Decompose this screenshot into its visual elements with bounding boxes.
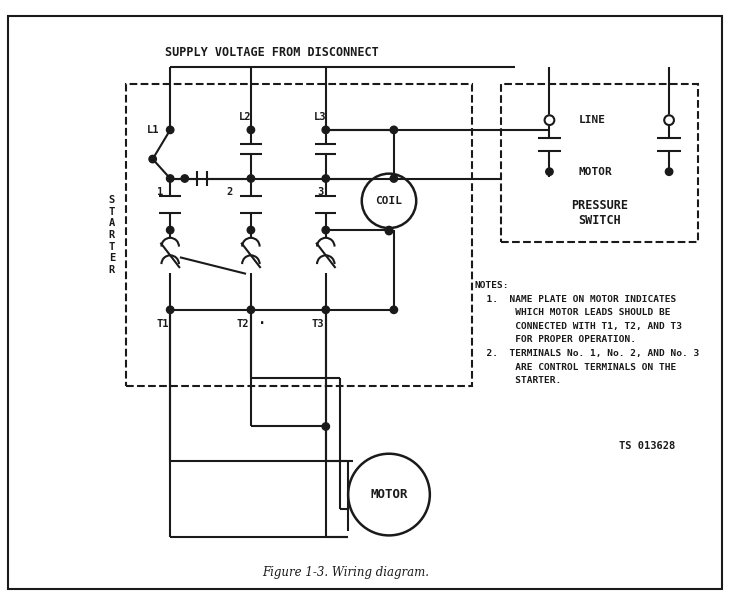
Circle shape	[390, 306, 398, 313]
Text: COIL: COIL	[376, 196, 403, 206]
Text: L2: L2	[238, 113, 251, 122]
Text: T3: T3	[312, 319, 324, 329]
Circle shape	[664, 116, 674, 125]
Circle shape	[362, 174, 416, 228]
Circle shape	[390, 126, 398, 134]
Text: L3: L3	[314, 113, 326, 122]
Circle shape	[166, 175, 174, 182]
Text: PRESSURE
SWITCH: PRESSURE SWITCH	[571, 198, 628, 226]
Text: ARE CONTROL TERMINALS ON THE: ARE CONTROL TERMINALS ON THE	[475, 362, 676, 371]
Circle shape	[544, 116, 554, 125]
Circle shape	[166, 126, 174, 134]
Circle shape	[322, 226, 329, 234]
Circle shape	[386, 226, 393, 234]
Text: FOR PROPER OPERATION.: FOR PROPER OPERATION.	[475, 335, 635, 344]
Bar	[127, 84, 472, 385]
Circle shape	[166, 306, 174, 313]
Text: CONNECTED WITH T1, T2, AND T3: CONNECTED WITH T1, T2, AND T3	[475, 322, 682, 331]
Circle shape	[248, 306, 254, 313]
Circle shape	[149, 155, 157, 163]
Text: MOTOR: MOTOR	[579, 167, 613, 177]
Circle shape	[166, 226, 174, 234]
Circle shape	[322, 126, 329, 134]
Text: Figure 1-3. Wiring diagram.: Figure 1-3. Wiring diagram.	[262, 566, 429, 579]
Text: 2.  TERMINALS No. 1, No. 2, AND No. 3: 2. TERMINALS No. 1, No. 2, AND No. 3	[475, 349, 699, 358]
Text: MOTOR: MOTOR	[370, 488, 408, 501]
Text: 1.  NAME PLATE ON MOTOR INDICATES: 1. NAME PLATE ON MOTOR INDICATES	[475, 295, 676, 304]
Text: 2: 2	[226, 187, 232, 197]
Circle shape	[322, 423, 329, 430]
Text: LINE: LINE	[579, 115, 606, 125]
Text: WHICH MOTOR LEADS SHOULD BE: WHICH MOTOR LEADS SHOULD BE	[475, 308, 670, 317]
Text: 3: 3	[316, 187, 323, 197]
Circle shape	[546, 168, 554, 175]
Text: .: .	[259, 313, 267, 327]
Circle shape	[665, 168, 673, 175]
Circle shape	[348, 454, 430, 535]
Text: L1: L1	[146, 125, 159, 135]
Circle shape	[390, 175, 398, 182]
Text: STARTER.: STARTER.	[475, 376, 561, 385]
Text: TS 013628: TS 013628	[619, 441, 675, 451]
Text: S
T
A
R
T
E
R: S T A R T E R	[109, 195, 115, 275]
Circle shape	[248, 126, 254, 134]
Circle shape	[386, 227, 393, 235]
Text: T1: T1	[156, 319, 169, 329]
Circle shape	[248, 175, 254, 182]
Text: T2: T2	[237, 319, 249, 329]
Bar	[501, 84, 698, 242]
Text: 1: 1	[158, 187, 164, 197]
Circle shape	[322, 306, 329, 313]
Text: SUPPLY VOLTAGE FROM DISCONNECT: SUPPLY VOLTAGE FROM DISCONNECT	[166, 45, 380, 59]
Circle shape	[248, 226, 254, 234]
Text: NOTES:: NOTES:	[475, 281, 509, 290]
Circle shape	[181, 175, 188, 182]
Circle shape	[322, 175, 329, 182]
